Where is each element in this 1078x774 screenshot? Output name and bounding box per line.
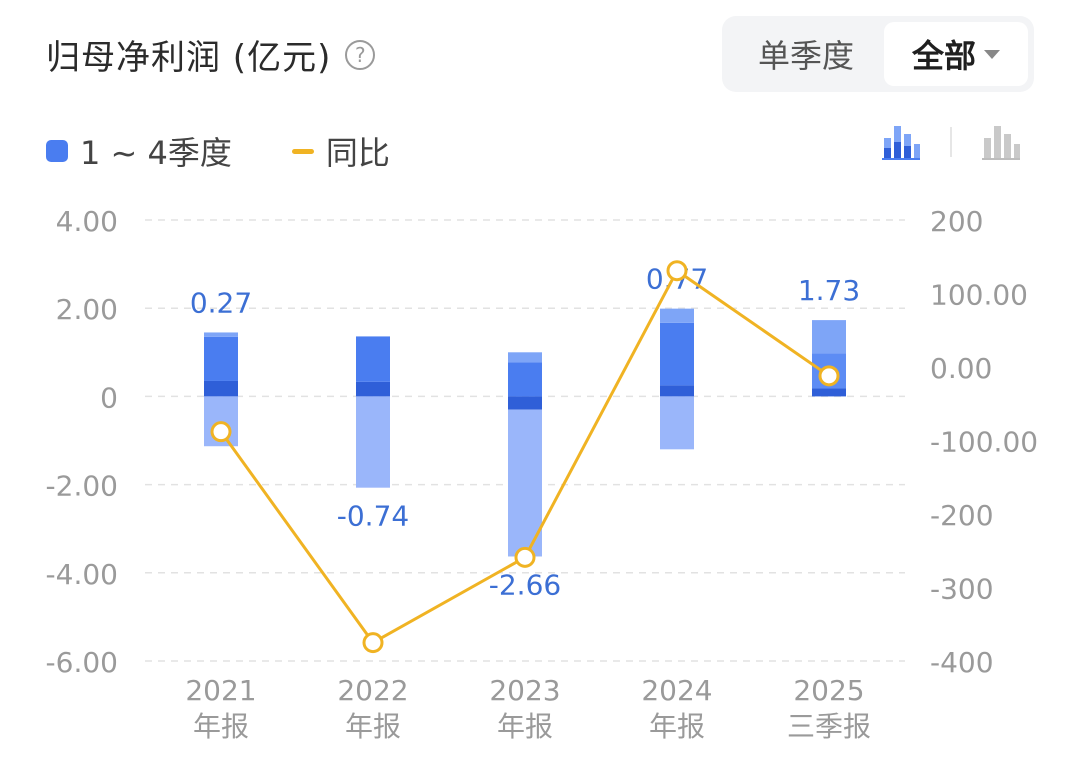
- stacked-bar-chart-icon[interactable]: [880, 124, 922, 160]
- chart-view-toggle: [880, 124, 1022, 160]
- y-left-tick-label: -4.00: [46, 558, 118, 591]
- bar-segment: [508, 409, 542, 557]
- bar-segment: [204, 380, 238, 397]
- single-quarter-label: 单季度: [757, 37, 854, 75]
- legend-line-swatch: [291, 148, 314, 154]
- bar-segment: [660, 385, 694, 397]
- y-left-tick-label: -6.00: [46, 646, 118, 679]
- bar-segment: [508, 352, 542, 363]
- period-segmented-control: 单季度 全部: [722, 16, 1034, 92]
- y-left-tick-label: 0: [100, 381, 118, 414]
- bar-segment: [356, 396, 390, 488]
- yoy-point: [514, 546, 536, 568]
- single-quarter-tab[interactable]: 单季度: [728, 22, 884, 86]
- bar-segment: [660, 308, 694, 323]
- y-right-tick-label: -200: [930, 499, 994, 532]
- yoy-point: [666, 260, 688, 282]
- x-tick-label: 2022 年报: [337, 674, 408, 743]
- bar-total-label: -0.74: [337, 500, 409, 533]
- chart-header: 归母净利润 (亿元) ?: [46, 30, 376, 79]
- bar-total-label: -2.66: [489, 568, 561, 601]
- y-right-tick-label: -100.00: [930, 426, 1038, 459]
- y-right-tick-label: -300: [930, 573, 994, 606]
- all-periods-label: 全部: [911, 37, 976, 75]
- bar-segment: [204, 336, 238, 381]
- yoy-point: [362, 632, 384, 654]
- bar-segment: [660, 322, 694, 386]
- bar-segment: [812, 320, 846, 354]
- legend-line-label: 同比: [325, 134, 390, 172]
- question-circle-icon[interactable]: ?: [345, 39, 376, 70]
- y-right-tick-label: 100.00: [930, 279, 1028, 312]
- bar-segment: [508, 362, 542, 397]
- all-periods-tab[interactable]: 全部: [884, 22, 1028, 86]
- x-tick-label: 2021 年报: [185, 674, 256, 743]
- y-left-tick-label: -2.00: [46, 470, 118, 503]
- bar-segment: [356, 336, 390, 382]
- bar-segment: [356, 381, 390, 397]
- legend-bar-swatch: [46, 140, 68, 162]
- y-right-tick-label: -400: [930, 646, 994, 679]
- bar-segment: [508, 396, 542, 410]
- bar-total-label: 1.73: [798, 274, 860, 307]
- x-tick-label: 2025 三季报: [787, 674, 871, 743]
- view-toggle-divider: [950, 127, 952, 157]
- chart-title: 归母净利润 (亿元): [46, 38, 332, 78]
- y-left-tick-label: 2.00: [56, 293, 118, 326]
- bar-segment: [812, 388, 846, 397]
- legend-bars-label: 1 ~ 4季度: [80, 134, 232, 172]
- yoy-point: [210, 421, 232, 443]
- grouped-bar-chart-icon[interactable]: [980, 124, 1022, 160]
- y-right-tick-label: 0.00: [930, 352, 992, 385]
- chevron-down-icon: [984, 49, 1000, 59]
- yoy-point: [818, 365, 840, 387]
- y-left-tick-label: 4.00: [56, 205, 118, 238]
- bar-segment: [204, 332, 238, 337]
- bar-segment: [660, 396, 694, 450]
- y-right-tick-label: 200: [930, 205, 983, 238]
- chart-legend: 1 ~ 4季度 同比: [46, 128, 390, 174]
- bar-total-label: 0.27: [190, 286, 252, 319]
- x-tick-label: 2023 年报: [489, 674, 560, 743]
- x-tick-label: 2024 年报: [641, 674, 712, 743]
